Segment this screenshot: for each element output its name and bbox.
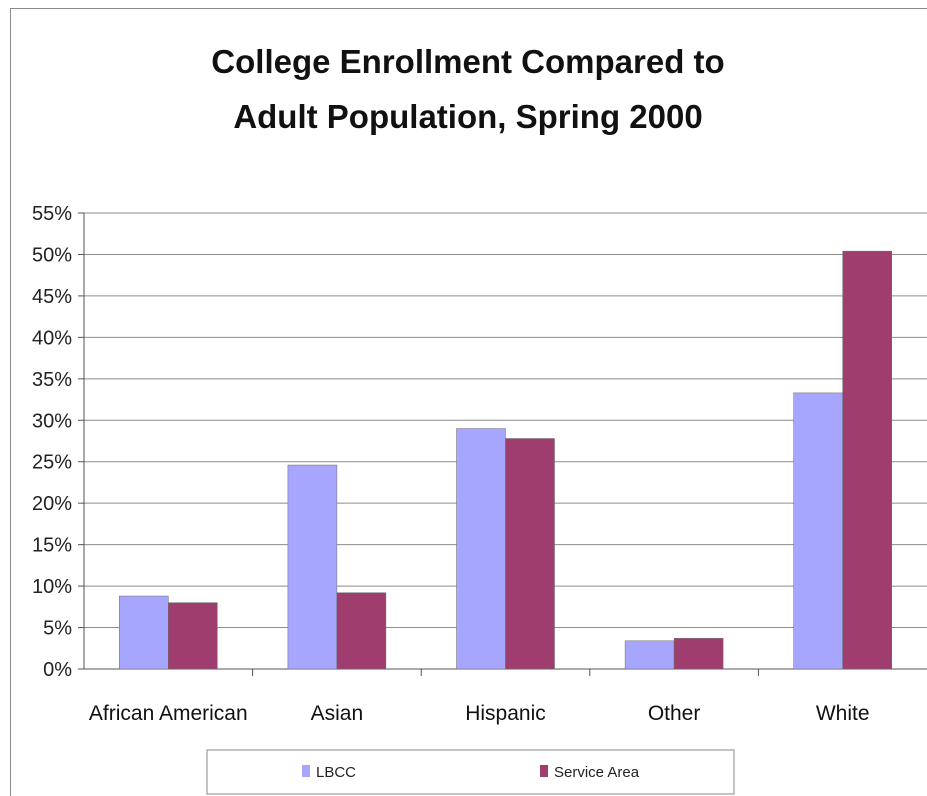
bar-service-area-hispanic	[505, 438, 555, 670]
y-tick-label: 35%	[32, 369, 72, 391]
legend-box	[206, 749, 735, 795]
bar-service-area-asian	[336, 592, 387, 670]
bar-lbcc-white	[793, 392, 843, 670]
x-category-labels: African American Asian Hispanic Other White	[89, 702, 870, 725]
y-tick-label: 25%	[32, 452, 72, 474]
y-tick-label: 5%	[43, 618, 72, 640]
y-tick-label: 50%	[32, 244, 72, 266]
legend-swatch-lbcc	[302, 765, 310, 777]
bar-service-area-african-american	[168, 602, 218, 670]
chart-title-line-1: College Enrollment Compared to	[211, 43, 724, 80]
y-tick-label: 55%	[32, 203, 72, 225]
y-tick-labels: 0% 5% 10% 15% 20% 25% 30% 35% 40% 45% 50% 55%	[32, 203, 72, 681]
bar-lbcc-other	[624, 640, 675, 670]
bar-lbcc-hispanic	[456, 428, 506, 670]
bar-lbcc-african-american	[119, 595, 169, 670]
y-tick-label: 15%	[32, 535, 72, 557]
y-tick-label: 40%	[32, 327, 72, 349]
y-tick-label: 10%	[32, 576, 72, 598]
y-tick-label: 30%	[32, 410, 72, 432]
x-category-label: White	[816, 702, 870, 725]
bar-service-area-other	[673, 638, 724, 670]
y-tick-label: 45%	[32, 286, 72, 308]
chart-title-line-2: Adult Population, Spring 2000	[233, 98, 702, 135]
x-category-label: African American	[89, 702, 248, 725]
x-category-label: Hispanic	[465, 702, 546, 725]
y-tick-label: 0%	[43, 659, 72, 681]
legend-label-lbcc: LBCC	[316, 764, 356, 781]
chart-frame	[10, 8, 927, 796]
bar-service-area-white	[842, 250, 892, 670]
bar-lbcc-asian	[287, 464, 338, 670]
x-category-label: Other	[648, 702, 701, 725]
x-category-label: Asian	[311, 702, 364, 725]
legend-swatch-service-area	[540, 765, 548, 777]
legend-label-service-area: Service Area	[554, 764, 640, 781]
y-tick-label: 20%	[32, 493, 72, 515]
legend: LBCC Service Area	[206, 749, 735, 795]
bars	[119, 250, 892, 670]
